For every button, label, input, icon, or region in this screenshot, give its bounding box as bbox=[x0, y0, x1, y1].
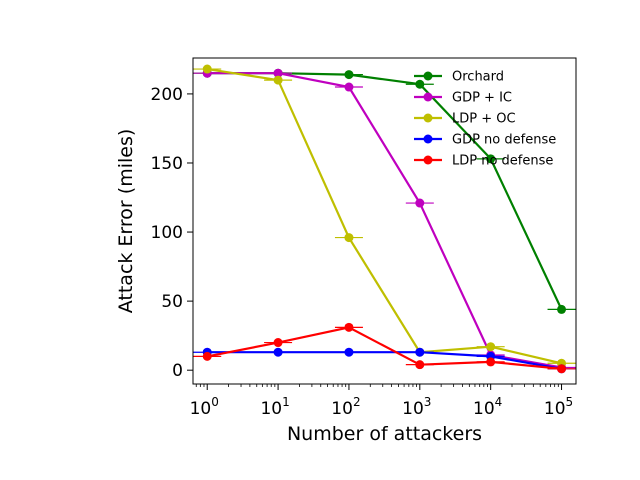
data-point bbox=[273, 68, 283, 78]
data-point bbox=[202, 351, 212, 361]
legend-entry: Orchard bbox=[414, 70, 504, 85]
data-point bbox=[415, 347, 425, 357]
x-tick-label: 102 bbox=[331, 395, 360, 419]
data-point bbox=[202, 64, 212, 74]
legend: Orchard GDP + IC LDP + OC GDP no defense LDP… bbox=[414, 70, 556, 169]
plot-area bbox=[192, 57, 577, 385]
data-point bbox=[344, 82, 354, 92]
series-line bbox=[206, 326, 562, 370]
y-axis-label: Attack Error (miles) bbox=[115, 129, 137, 314]
legend-marker bbox=[423, 71, 433, 81]
series-line bbox=[207, 72, 563, 310]
data-point bbox=[344, 70, 354, 80]
y-tick-label: 100 bbox=[151, 223, 183, 243]
series-ldp-no-defense bbox=[193, 322, 576, 374]
legend-label: LDP no defense bbox=[452, 154, 553, 169]
x-tick-label: 103 bbox=[402, 395, 431, 419]
data-point bbox=[486, 154, 496, 164]
legend-entry: LDP + OC bbox=[414, 112, 516, 127]
data-point bbox=[486, 342, 496, 352]
x-tick-label: 100 bbox=[190, 395, 219, 419]
legend-entry: GDP no defense bbox=[414, 133, 556, 148]
x-axis-label: Number of attackers bbox=[287, 423, 482, 445]
data-point bbox=[273, 338, 283, 348]
series-line bbox=[207, 68, 562, 365]
data-point bbox=[344, 347, 354, 357]
series-orchard bbox=[193, 68, 576, 314]
data-point bbox=[344, 322, 354, 332]
legend-label: GDP + IC bbox=[452, 91, 512, 106]
y-tick-label: 50 bbox=[161, 292, 183, 312]
legend-marker bbox=[423, 155, 433, 165]
legend-entry: GDP + IC bbox=[414, 91, 512, 106]
legend-entry: LDP no defense bbox=[414, 154, 553, 169]
y-tick-label: 150 bbox=[151, 154, 183, 174]
series-gdp-ic bbox=[193, 68, 576, 372]
data-point bbox=[273, 75, 283, 85]
data-point bbox=[486, 357, 496, 367]
legend-marker bbox=[423, 134, 433, 144]
legend-marker bbox=[423, 113, 433, 123]
data-point bbox=[415, 360, 425, 370]
legend-label: Orchard bbox=[452, 70, 504, 85]
data-point bbox=[273, 347, 283, 357]
y-tick-label: 200 bbox=[151, 85, 183, 105]
data-point bbox=[557, 364, 567, 374]
series-line bbox=[207, 351, 562, 370]
data-point bbox=[415, 79, 425, 89]
x-tick-label: 104 bbox=[473, 395, 502, 419]
series-ldp-oc bbox=[193, 64, 576, 368]
data-point bbox=[557, 304, 567, 314]
legend-label: GDP no defense bbox=[452, 133, 556, 148]
x-tick-label: 101 bbox=[260, 395, 289, 419]
legend-label: LDP + OC bbox=[452, 112, 516, 127]
y-tick-label: 0 bbox=[172, 361, 183, 381]
data-point bbox=[415, 198, 425, 208]
legend-marker bbox=[423, 92, 433, 102]
series-gdp-no-defense bbox=[193, 347, 576, 374]
data-point bbox=[344, 233, 354, 243]
x-tick-label: 105 bbox=[544, 395, 573, 419]
